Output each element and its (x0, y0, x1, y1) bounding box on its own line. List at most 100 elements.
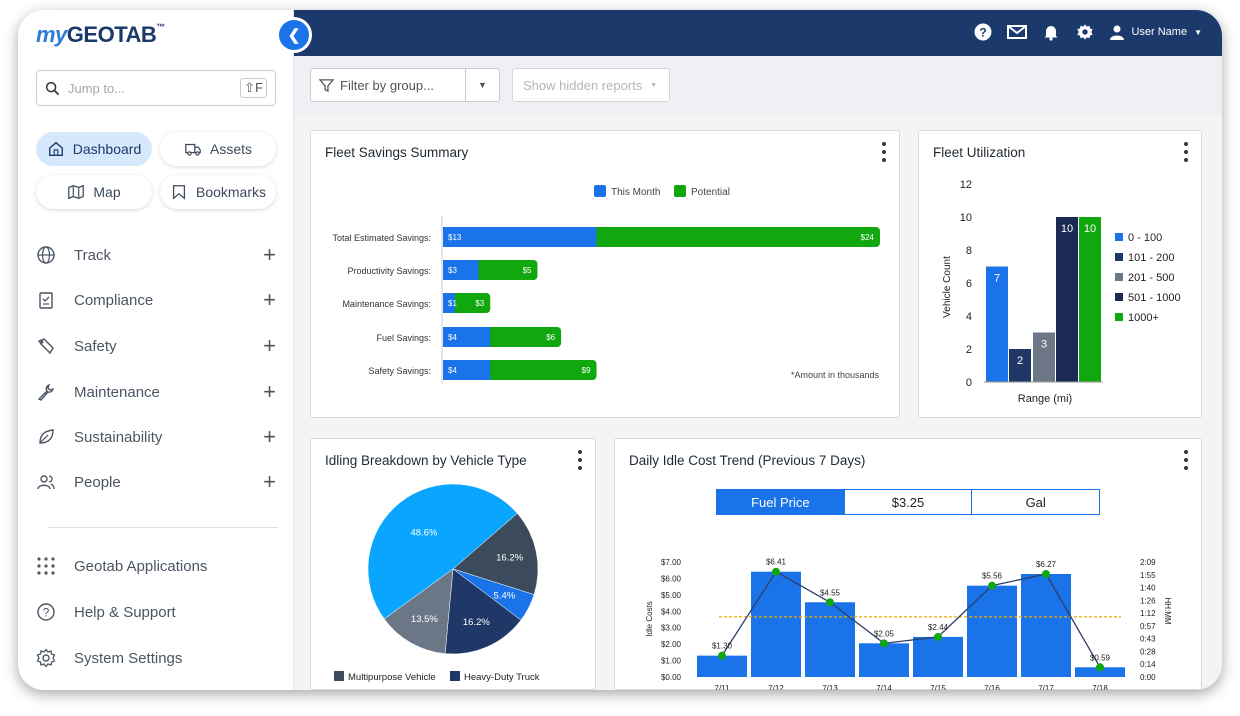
line-point-label: $6.27 (1036, 560, 1057, 569)
bell-icon[interactable] (1041, 22, 1061, 42)
map-icon (68, 184, 85, 200)
line-point-label: $0.59 (1090, 653, 1111, 662)
fleet-savings-chart: This Month Potential *Amount in thousand… (332, 185, 880, 384)
collapse-sidebar-button[interactable]: ❮ (276, 17, 312, 53)
bar-value-label: 2 (1017, 355, 1023, 367)
legend-swatch (1115, 313, 1123, 321)
idle-cost-bar (859, 643, 909, 677)
expand-plus-icon[interactable]: + (263, 469, 276, 494)
settings-gear-icon[interactable] (1075, 22, 1095, 42)
tab-fuel-unit[interactable]: Gal (1025, 494, 1046, 510)
legend-label-heavy-duty: Heavy-Duty Truck (464, 672, 540, 683)
legend-label: 1000+ (1128, 312, 1159, 324)
more-options-icon[interactable] (1181, 141, 1191, 163)
y-tick-label: 12 (960, 179, 972, 191)
line-point-label: $5.56 (982, 572, 1003, 581)
tab-fuel-price-value[interactable]: $3.25 (845, 490, 973, 514)
nav-item-maintenance[interactable]: Maintenance + (36, 377, 276, 407)
globe-icon (36, 245, 56, 265)
more-options-icon[interactable] (575, 449, 585, 471)
filter-icon (319, 78, 334, 92)
search-shortcut: ⇧F (240, 78, 267, 98)
y-tick-label: 2 (966, 344, 972, 356)
line-point-label: $2.44 (928, 623, 949, 632)
nav-item-help-support[interactable]: ? Help & Support (36, 597, 276, 627)
y-tick-label: $3.00 (661, 624, 682, 633)
line-point (988, 581, 996, 590)
wrench-icon (36, 382, 56, 402)
nav-item-track[interactable]: Track + (36, 240, 276, 270)
expand-plus-icon[interactable]: + (263, 242, 276, 267)
pie-slice (367, 483, 518, 620)
legend-label: 0 - 100 (1128, 232, 1162, 244)
gear-icon (36, 648, 56, 668)
legend-label-multipurpose: Multipurpose Vehicle (348, 672, 436, 683)
more-options-icon[interactable] (879, 141, 889, 163)
mail-icon[interactable] (1007, 22, 1028, 42)
x-tick-label: 7/17 (1038, 684, 1054, 690)
line-point (880, 639, 888, 648)
nav-item-geotab-applications[interactable]: Geotab Applications (36, 551, 276, 581)
y-tick-label: $0.00 (661, 673, 682, 682)
x-tick-label: 7/15 (930, 684, 946, 690)
nav-item-people[interactable]: People + (36, 467, 276, 497)
legend-label: 501 - 1000 (1128, 292, 1181, 304)
assets-button[interactable]: Assets (160, 132, 276, 166)
more-options-icon[interactable] (1181, 449, 1191, 471)
hidden-reports-label: Show hidden reports (523, 77, 643, 93)
group-filter-select[interactable]: Filter by group... ▼ (310, 68, 500, 102)
y-tick-label: 6 (966, 278, 972, 290)
y2-tick-label: 2:09 (1140, 558, 1156, 567)
home-icon (48, 141, 63, 156)
expand-plus-icon[interactable]: + (263, 287, 276, 312)
legend-swatch-potential (674, 185, 686, 197)
expand-plus-icon[interactable]: + (263, 424, 276, 449)
nav-label: Safety (74, 337, 117, 355)
assets-label: Assets (209, 141, 252, 157)
bookmarks-button[interactable]: Bookmarks (160, 175, 276, 209)
fuel-price-tabs: Fuel Price $3.25 Gal (716, 489, 1100, 515)
user-menu[interactable]: User Name ▼ (1109, 24, 1202, 40)
svg-text:?: ? (980, 25, 987, 39)
category-label: Productivity Savings: (347, 266, 431, 276)
nav-item-compliance[interactable]: Compliance + (36, 285, 276, 315)
map-label: Map (93, 184, 121, 200)
nav-item-system-settings[interactable]: System Settings (36, 643, 276, 673)
jump-search[interactable]: ⇧F (36, 70, 276, 106)
legend-swatch-multipurpose (334, 671, 344, 681)
y-tick-label: 8 (966, 245, 972, 257)
x-tick-label: 7/12 (768, 684, 784, 690)
nav-label: Track (74, 246, 111, 264)
hidden-reports-select[interactable]: Show hidden reports ▼ (512, 68, 670, 102)
search-input[interactable] (68, 80, 228, 96)
pie-slice-label: 5.4% (494, 590, 516, 601)
tab-fuel-price[interactable]: Fuel Price (717, 490, 845, 514)
bar-this-month (443, 360, 491, 380)
line-point (718, 651, 726, 660)
search-icon (45, 81, 60, 95)
nav-label: System Settings (74, 649, 183, 667)
nav-item-sustainability[interactable]: Sustainability + (36, 422, 276, 452)
line-point (1042, 569, 1050, 578)
y2-tick-label: 0:43 (1140, 635, 1156, 644)
line-point-label: $1.30 (712, 642, 733, 651)
expand-plus-icon[interactable]: + (263, 379, 276, 404)
map-button[interactable]: Map (36, 175, 152, 209)
legend-swatch (1115, 273, 1123, 281)
expand-plus-icon[interactable]: + (263, 333, 276, 358)
help-icon[interactable]: ? (973, 22, 993, 42)
dashboard-button[interactable]: Dashboard (36, 132, 152, 166)
nav-label: Geotab Applications (74, 557, 208, 575)
y2-tick-label: 1:40 (1140, 584, 1156, 593)
geotab-logo[interactable]: myGEOTAB™ (36, 22, 165, 48)
idle-cost-bar (1021, 573, 1071, 677)
pie-slice (383, 568, 454, 654)
line-point-label: $6.41 (766, 558, 787, 567)
utilization-bar (1009, 349, 1031, 382)
idle-cost-bar (805, 602, 855, 677)
nav-item-safety[interactable]: Safety + (36, 331, 276, 361)
caret-down-icon[interactable]: ▼ (465, 69, 499, 101)
y-tick-label: $1.00 (661, 657, 682, 666)
sidebar: myGEOTAB™ ⇧F Dashboard Assets Map Bookma… (18, 10, 294, 690)
bar-value-label: 10 (1061, 223, 1073, 235)
